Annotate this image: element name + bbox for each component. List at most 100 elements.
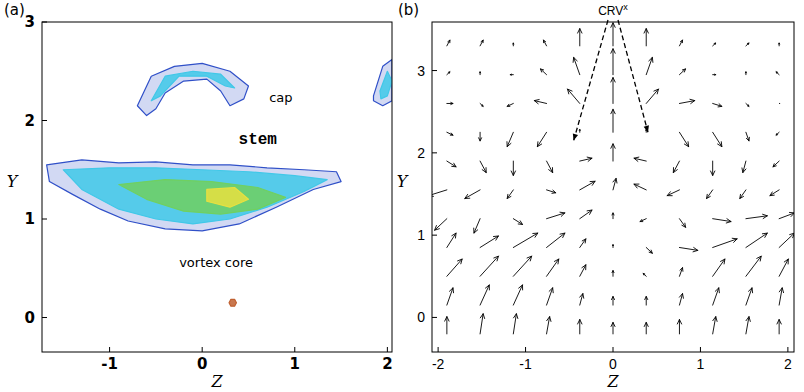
x-tick-label: 0 bbox=[609, 356, 617, 372]
vector-arrow bbox=[770, 190, 779, 196]
vector-arrow bbox=[573, 57, 580, 74]
vector-arrow bbox=[507, 103, 513, 106]
vector-arrow bbox=[646, 247, 652, 253]
x-axis-title: Z bbox=[606, 372, 619, 391]
y-tick bbox=[42, 120, 47, 121]
vector-arrow bbox=[779, 212, 794, 218]
vector-arrow bbox=[667, 190, 679, 196]
vector-arrow bbox=[513, 314, 518, 334]
vector-arrow bbox=[447, 102, 453, 104]
contour-region bbox=[47, 160, 341, 231]
vector-arrow bbox=[713, 43, 716, 46]
region-label: stem bbox=[239, 131, 278, 149]
vector-arrow bbox=[779, 103, 781, 104]
x-tick-label: 1 bbox=[290, 355, 300, 373]
vector-arrow bbox=[613, 178, 617, 190]
y-tick-label: 2 bbox=[25, 112, 35, 130]
plot-area bbox=[47, 59, 392, 306]
vector-arrow bbox=[543, 40, 546, 46]
vector-arrow bbox=[507, 190, 513, 199]
vector-arrow bbox=[480, 314, 485, 334]
vector-arrow bbox=[713, 238, 737, 247]
panel: capstemvortex core-10120123ZY(a) bbox=[4, 1, 393, 391]
y-tick-label: 3 bbox=[417, 63, 425, 79]
y-tick-label: 0 bbox=[25, 309, 35, 327]
vector-arrow bbox=[511, 161, 515, 175]
vector-arrow bbox=[746, 317, 750, 334]
contour-region bbox=[229, 299, 236, 306]
vector-arrow bbox=[707, 190, 713, 199]
y-axis-title: Y bbox=[7, 172, 19, 191]
vector-arrow bbox=[679, 247, 697, 251]
vector-arrow bbox=[645, 296, 648, 305]
annotation-superscript: x bbox=[623, 2, 628, 12]
x-tick bbox=[109, 347, 110, 352]
y-tick-label: 1 bbox=[25, 210, 35, 228]
vector-arrow bbox=[578, 319, 582, 333]
vector-arrow bbox=[580, 157, 592, 161]
vector-arrow bbox=[540, 69, 546, 75]
vector-arrow bbox=[447, 233, 456, 247]
vector-arrow bbox=[746, 43, 749, 46]
vector-arrow bbox=[480, 161, 486, 173]
annotation-arrow bbox=[574, 20, 608, 141]
y-tick bbox=[42, 219, 47, 220]
vector-arrow bbox=[537, 132, 546, 146]
vector-arrow bbox=[773, 161, 779, 167]
vector-arrow bbox=[547, 212, 565, 218]
y-tick-label: 0 bbox=[417, 309, 425, 325]
contour-region bbox=[151, 71, 234, 101]
vector-arrow bbox=[679, 219, 685, 228]
vector-arrow bbox=[480, 236, 498, 248]
y-tick bbox=[432, 152, 437, 153]
vector-arrow bbox=[612, 296, 615, 305]
vector-arrow bbox=[613, 245, 614, 248]
contour-region bbox=[380, 71, 392, 99]
vector-arrow bbox=[580, 210, 592, 219]
vector-arrow bbox=[679, 69, 685, 75]
vector-arrow bbox=[513, 219, 522, 225]
vector-arrow bbox=[673, 161, 679, 173]
vector-arrow bbox=[634, 184, 646, 190]
vector-arrow bbox=[745, 72, 746, 75]
vector-arrow bbox=[746, 103, 749, 106]
contour-region bbox=[119, 180, 286, 214]
y-tick-label: 3 bbox=[25, 13, 35, 31]
vector-arrow bbox=[643, 273, 646, 276]
vector-arrow bbox=[776, 132, 779, 135]
vector-arrow bbox=[746, 288, 753, 305]
x-tick bbox=[294, 347, 295, 352]
vector-arrow bbox=[644, 29, 648, 46]
vector-arrow bbox=[479, 132, 482, 141]
vector-arrow bbox=[580, 294, 584, 306]
x-tick-label: 1 bbox=[697, 356, 705, 372]
y-tick bbox=[42, 22, 47, 23]
x-tick-label: 2 bbox=[784, 356, 792, 372]
annotation-arrow bbox=[618, 20, 648, 132]
vector-arrow bbox=[568, 89, 580, 103]
panel-label: (b) bbox=[398, 1, 419, 19]
vector-arrow bbox=[740, 190, 746, 199]
vector-arrow bbox=[742, 161, 746, 173]
vector-arrow bbox=[510, 74, 513, 75]
vector-arrow bbox=[432, 190, 447, 196]
x-tick bbox=[202, 347, 203, 352]
vector-arrow bbox=[513, 233, 537, 247]
vector-arrow bbox=[611, 109, 615, 132]
vector-arrow bbox=[713, 317, 717, 334]
vector-arrow bbox=[580, 265, 586, 277]
y-tick bbox=[432, 317, 437, 318]
vector-arrow bbox=[611, 322, 615, 334]
x-tick-label: -1 bbox=[101, 355, 118, 373]
vector-arrow bbox=[480, 285, 489, 305]
vector-arrow bbox=[474, 219, 480, 233]
vector-arrow bbox=[713, 219, 731, 223]
vector-arrow bbox=[677, 319, 681, 333]
vector-arrow bbox=[611, 78, 615, 104]
vector-arrow bbox=[447, 132, 453, 135]
annotation-text: CRV bbox=[598, 4, 623, 18]
vector-arrow bbox=[746, 132, 749, 141]
vector-arrow bbox=[447, 40, 450, 46]
x-tick-label: -1 bbox=[519, 356, 532, 372]
vector-arrow bbox=[746, 233, 767, 247]
